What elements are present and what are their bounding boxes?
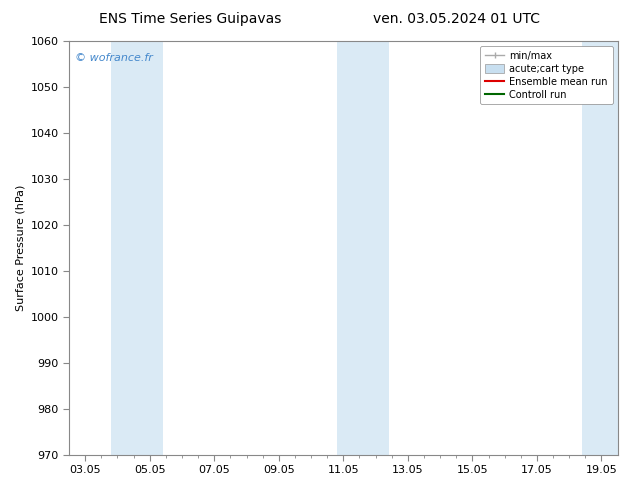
Bar: [582, 41, 618, 455]
Text: ENS Time Series Guipavas: ENS Time Series Guipavas: [99, 12, 281, 26]
Bar: [337, 41, 389, 455]
Text: ven. 03.05.2024 01 UTC: ven. 03.05.2024 01 UTC: [373, 12, 540, 26]
Y-axis label: Surface Pressure (hPa): Surface Pressure (hPa): [15, 185, 25, 311]
Text: © wofrance.fr: © wofrance.fr: [75, 53, 152, 64]
Bar: [111, 41, 163, 455]
Legend: min/max, acute;cart type, Ensemble mean run, Controll run: min/max, acute;cart type, Ensemble mean …: [480, 46, 612, 104]
